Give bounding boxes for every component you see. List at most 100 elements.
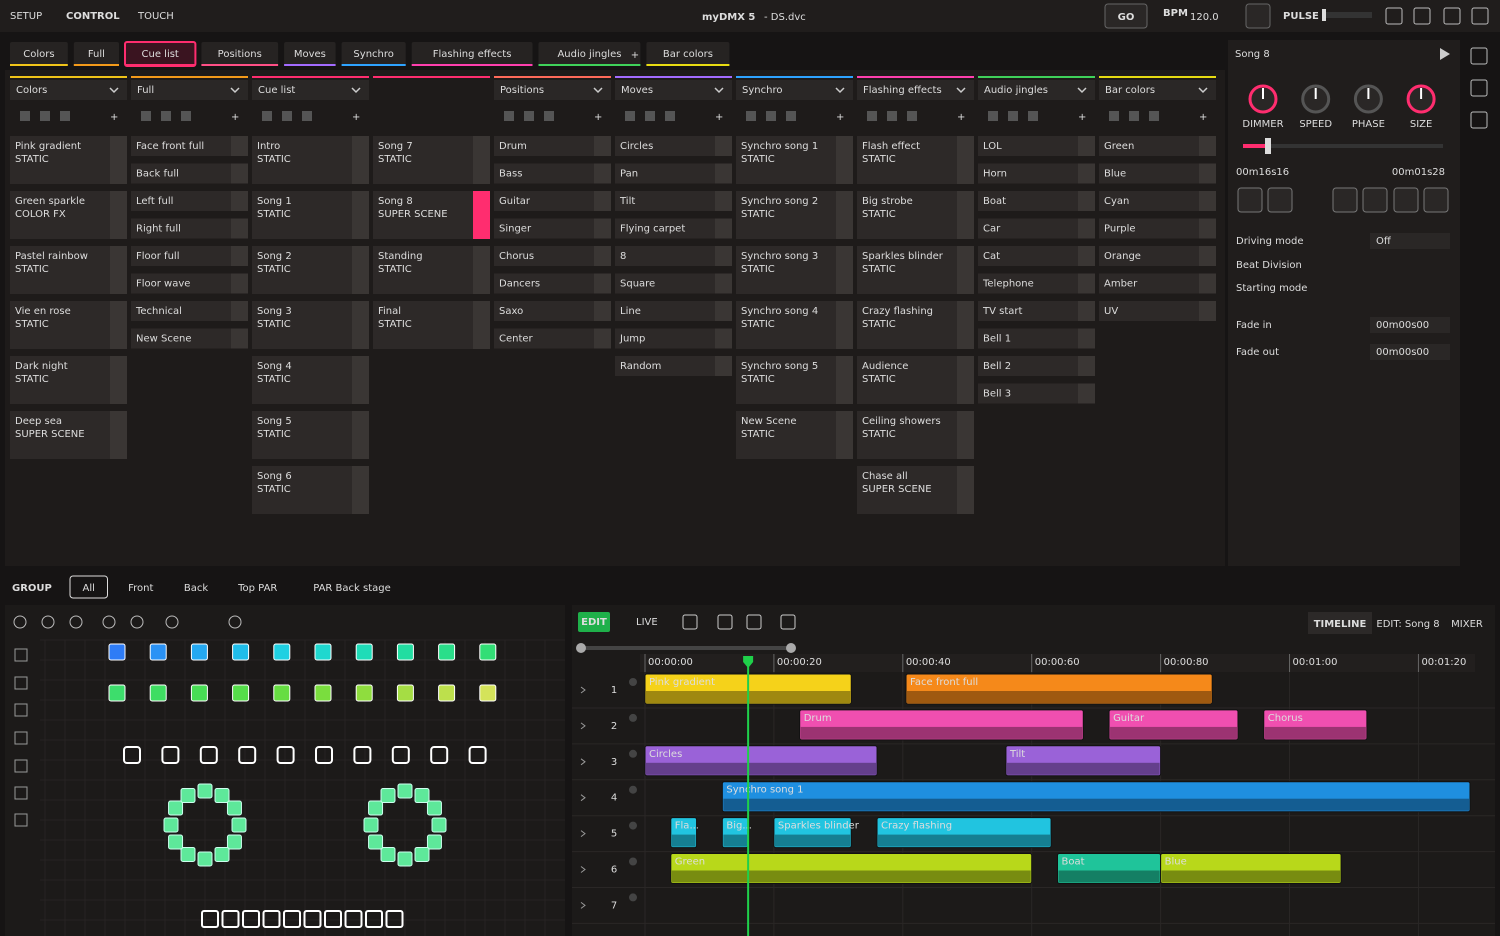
card-handle[interactable]	[594, 273, 611, 294]
clip-label[interactable]: Tilt	[1009, 749, 1025, 760]
fixture[interactable]	[303, 910, 322, 928]
scene-card[interactable]	[10, 301, 127, 349]
column-control[interactable]	[181, 111, 191, 121]
fixture[interactable]	[197, 851, 213, 867]
scene-name[interactable]: Random	[620, 361, 661, 372]
card-handle[interactable]	[110, 411, 127, 459]
scene-name[interactable]: Square	[620, 279, 655, 290]
scene-card[interactable]	[131, 218, 248, 239]
column-control[interactable]	[867, 111, 877, 121]
clip-label[interactable]: Big...	[726, 821, 752, 832]
scene-name[interactable]: Bass	[499, 169, 522, 180]
card-handle[interactable]	[473, 301, 490, 349]
column-toggle[interactable]	[714, 87, 724, 94]
scene-card[interactable]	[373, 246, 490, 294]
column-control[interactable]	[1109, 111, 1119, 121]
column-control[interactable]	[302, 111, 312, 121]
column-toggle[interactable]	[109, 87, 119, 94]
scene-name[interactable]: Telephone	[982, 279, 1034, 290]
column-control[interactable]	[1008, 111, 1018, 121]
mode-tab[interactable]: SETUP	[10, 11, 42, 22]
card-handle[interactable]	[1078, 383, 1095, 404]
fixture[interactable]	[238, 746, 257, 764]
tool-icon[interactable]	[13, 615, 27, 629]
tab-label[interactable]: Full	[88, 49, 105, 60]
go-label[interactable]: GO	[1118, 12, 1135, 23]
scene-name[interactable]: Jump	[619, 334, 645, 345]
card-handle[interactable]	[836, 411, 853, 459]
fixture[interactable]	[380, 846, 396, 862]
column-control[interactable]	[887, 111, 897, 121]
fixture[interactable]	[168, 834, 184, 850]
scene-name[interactable]: Orange	[1104, 251, 1141, 262]
page-tab[interactable]	[10, 42, 68, 66]
row-toggle[interactable]	[629, 749, 637, 758]
scene-card[interactable]	[494, 301, 611, 321]
clip[interactable]	[721, 781, 1471, 813]
scene-name[interactable]: UV	[1104, 306, 1118, 317]
timeline-tool[interactable]	[780, 614, 796, 630]
group-button[interactable]: All	[83, 583, 95, 594]
scene-name[interactable]: New Scene	[741, 416, 796, 427]
side-tool[interactable]	[14, 813, 28, 827]
scene-card[interactable]	[615, 273, 732, 294]
column-control[interactable]	[262, 111, 272, 121]
scene-card[interactable]	[978, 383, 1095, 404]
fixture[interactable]	[214, 788, 230, 804]
fixture[interactable]	[163, 817, 179, 833]
live-label[interactable]: LIVE	[636, 617, 658, 628]
transport-button[interactable]	[1332, 187, 1358, 213]
edit-toggle[interactable]	[578, 612, 610, 632]
zoom-track[interactable]	[578, 646, 793, 650]
card-handle[interactable]	[836, 191, 853, 239]
card-handle[interactable]	[594, 136, 611, 156]
scene-name[interactable]: Boat	[983, 196, 1006, 207]
card-handle[interactable]	[836, 301, 853, 349]
side-icon[interactable]	[1470, 111, 1488, 129]
clip[interactable]	[876, 817, 1052, 849]
fixture[interactable]	[414, 846, 430, 862]
scene-name[interactable]: Line	[620, 306, 641, 317]
card-handle[interactable]	[231, 136, 248, 156]
row-expand[interactable]	[580, 866, 586, 873]
card-handle[interactable]	[352, 301, 369, 349]
transport-button[interactable]	[1237, 187, 1263, 213]
scene-name[interactable]: Song 5	[257, 416, 292, 427]
scene-card[interactable]	[1099, 246, 1216, 266]
scene-card[interactable]	[10, 356, 127, 404]
view-tab[interactable]: TIMELINE	[1314, 619, 1367, 630]
scene-card[interactable]	[978, 273, 1095, 294]
fixture[interactable]	[283, 910, 301, 928]
card-handle[interactable]	[231, 273, 248, 294]
scene-name[interactable]: Tilt	[619, 196, 635, 207]
fixture[interactable]	[363, 817, 379, 833]
clip[interactable]	[1263, 709, 1368, 741]
fixture[interactable]	[262, 910, 281, 928]
fixture[interactable]	[324, 910, 342, 928]
row-toggle[interactable]	[629, 678, 637, 686]
fixture[interactable]	[315, 746, 333, 764]
group-button[interactable]: Back	[184, 583, 208, 594]
top-icon[interactable]	[1385, 7, 1403, 25]
tab-label[interactable]: Bar colors	[663, 49, 713, 60]
scene-name[interactable]: Sparkles blinder	[862, 251, 944, 262]
pulse-thumb[interactable]	[1322, 9, 1326, 21]
timeline-tool[interactable]	[746, 614, 762, 630]
card-handle[interactable]	[715, 328, 732, 349]
fixture[interactable]	[197, 783, 213, 799]
clip[interactable]	[644, 745, 878, 777]
card-handle[interactable]	[473, 246, 490, 294]
scene-name[interactable]: Song 6	[257, 471, 292, 482]
scene-card[interactable]	[615, 328, 732, 349]
scene-card[interactable]	[131, 301, 248, 321]
tap-button[interactable]	[1245, 3, 1271, 29]
column-toggle[interactable]	[956, 87, 966, 94]
clip-label[interactable]: Circles	[649, 749, 682, 760]
tab-label[interactable]: Synchro	[353, 49, 393, 60]
transport-button[interactable]	[1393, 187, 1419, 213]
clip-label[interactable]: Face front full	[910, 677, 978, 688]
card-handle[interactable]	[110, 356, 127, 404]
tab-label[interactable]: Audio jingles	[557, 49, 621, 60]
fixture[interactable]	[232, 643, 250, 661]
fixture[interactable]	[199, 746, 218, 764]
